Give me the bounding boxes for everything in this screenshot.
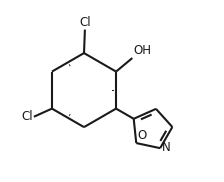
Text: Cl: Cl: [79, 16, 91, 29]
Text: Cl: Cl: [21, 110, 33, 123]
Text: N: N: [162, 141, 171, 154]
Text: O: O: [137, 129, 146, 142]
Text: OH: OH: [133, 44, 151, 58]
